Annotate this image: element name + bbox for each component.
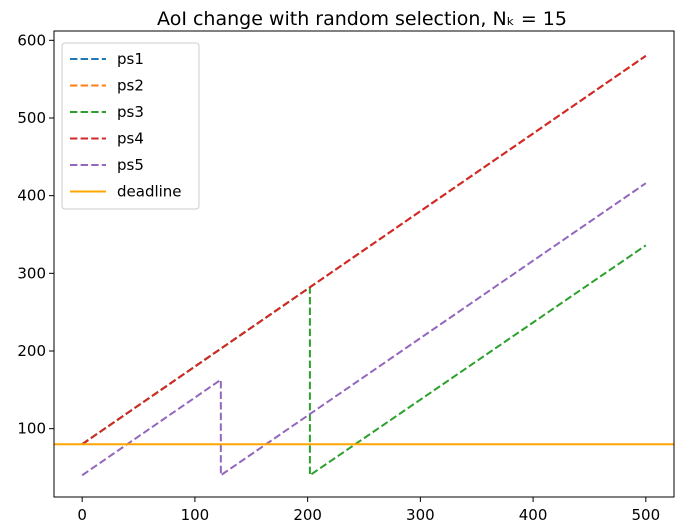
- y-tick-label: 500: [17, 109, 46, 127]
- y-tick-label: 400: [17, 187, 46, 205]
- legend-label-ps1: ps1: [117, 50, 144, 68]
- y-tick-label: 200: [17, 342, 46, 360]
- x-tick-label: 500: [631, 506, 660, 524]
- y-tick-label: 100: [17, 420, 46, 438]
- y-tick-label: 300: [17, 264, 46, 282]
- legend-label-ps5: ps5: [117, 156, 144, 174]
- x-tick-label: 100: [181, 506, 210, 524]
- legend-label-ps3: ps3: [117, 103, 144, 121]
- legend-label-deadline: deadline: [117, 183, 182, 201]
- x-tick-label: 400: [519, 506, 548, 524]
- y-axis: 100 200 300 400 500 600: [17, 31, 54, 438]
- legend: ps1 ps2 ps3 ps4 ps5 deadline: [61, 42, 200, 210]
- y-tick-label: 600: [17, 31, 46, 49]
- x-axis: 0 100 200 300 400 500: [77, 497, 660, 524]
- series-line-ps5: [81, 182, 647, 478]
- plot-frame: [53, 30, 675, 498]
- legend-label-ps4: ps4: [117, 130, 144, 148]
- chart-title: AoI change with random selection, Nₖ = 1…: [157, 8, 567, 30]
- series-line-ps3: [81, 244, 647, 478]
- series-line-ps4: [81, 55, 647, 446]
- plot-lines: [54, 55, 674, 478]
- x-tick-label: 300: [406, 506, 435, 524]
- x-tick-label: 200: [293, 506, 322, 524]
- legend-label-ps2: ps2: [117, 77, 144, 95]
- x-tick-label: 0: [77, 506, 87, 524]
